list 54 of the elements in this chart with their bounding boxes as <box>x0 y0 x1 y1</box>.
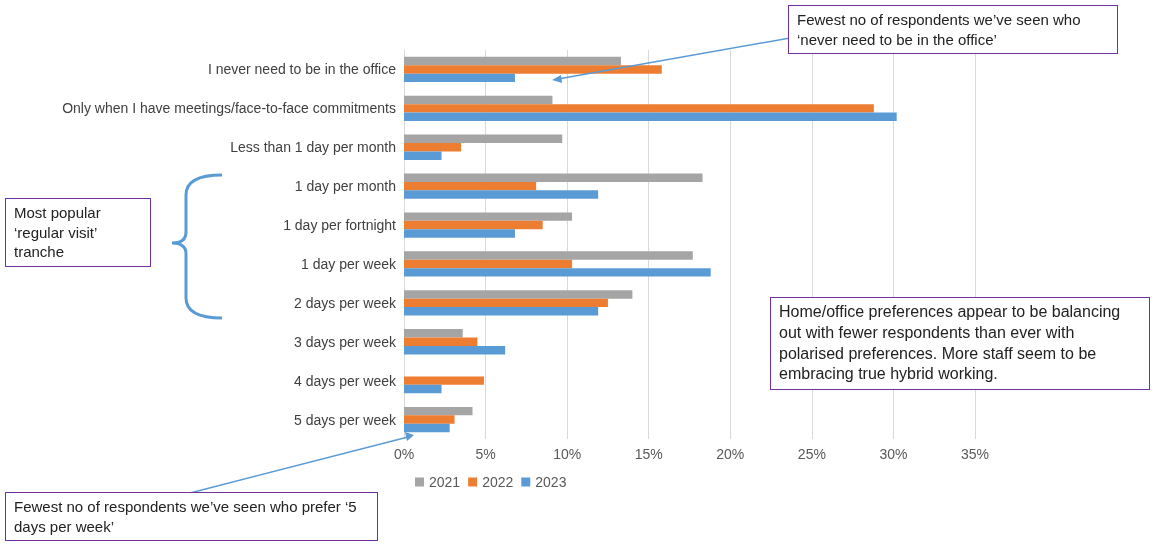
y-tick-label: Only when I have meetings/face-to-face commitments <box>62 100 396 117</box>
bar <box>404 329 463 338</box>
bar <box>404 56 621 66</box>
x-tick-label: 30% <box>879 446 908 462</box>
annotation: Home/office preferences appear to be balancing out with fewer respondents than ever with polarised preferences. More staff seem to be embracing true hybrid working. <box>770 297 1150 391</box>
legend-label: 2022 <box>482 474 514 490</box>
y-tick-label: 4 days per week <box>294 372 397 389</box>
bar <box>404 95 553 105</box>
y-tick-label: 1 day per fortnight <box>283 217 397 234</box>
bar <box>404 65 662 74</box>
x-tick-label: 25% <box>797 446 826 462</box>
bar <box>404 259 573 269</box>
legend-label: 2023 <box>535 474 567 490</box>
bar <box>404 104 874 113</box>
y-tick-label: 1 day per month <box>294 178 396 195</box>
bar <box>404 337 478 346</box>
legend-label: 2021 <box>429 474 461 490</box>
bar <box>404 307 599 316</box>
x-tick-label: 35% <box>960 446 990 462</box>
bar <box>404 173 703 182</box>
bar <box>404 345 506 355</box>
bar <box>404 268 711 277</box>
bar <box>404 298 608 308</box>
y-tick-label: 2 days per week <box>294 294 397 311</box>
bar <box>404 212 573 221</box>
y-tick-label: 3 days per week <box>294 333 397 350</box>
bar <box>404 151 442 160</box>
bar <box>404 134 563 144</box>
text: Fewest no of respondents we’ve seen who ‘never need to be in the office’ <box>788 5 1118 54</box>
bar <box>404 423 450 433</box>
y-tick-label: Less than 1 day per month <box>230 139 396 156</box>
text: Most popular ‘regular visit’ tranche <box>5 198 151 267</box>
text: Fewest no of respondents we’ve seen who prefer ‘5 days per week’ <box>5 492 378 541</box>
bar <box>404 73 515 83</box>
x-tick-label: 20% <box>716 446 745 462</box>
bar <box>404 290 633 299</box>
bar <box>404 384 442 394</box>
x-tick-label: 10% <box>553 446 582 462</box>
x-tick-label: 5% <box>475 446 496 462</box>
bar <box>404 229 515 238</box>
bar <box>404 112 897 121</box>
bar <box>404 415 455 424</box>
x-tick-label: 0% <box>393 446 415 462</box>
y-tick-label: 5 days per week <box>294 411 397 428</box>
bar <box>404 376 484 385</box>
bar <box>404 190 599 199</box>
bar <box>404 251 693 260</box>
y-tick-label: I never need to be in the office <box>207 61 397 78</box>
y-tick-label: 1 day per week <box>301 255 397 272</box>
bar <box>404 406 473 416</box>
x-tick-label: 15% <box>634 446 663 462</box>
bar <box>404 181 537 191</box>
bar <box>404 143 462 152</box>
bar <box>404 220 543 230</box>
